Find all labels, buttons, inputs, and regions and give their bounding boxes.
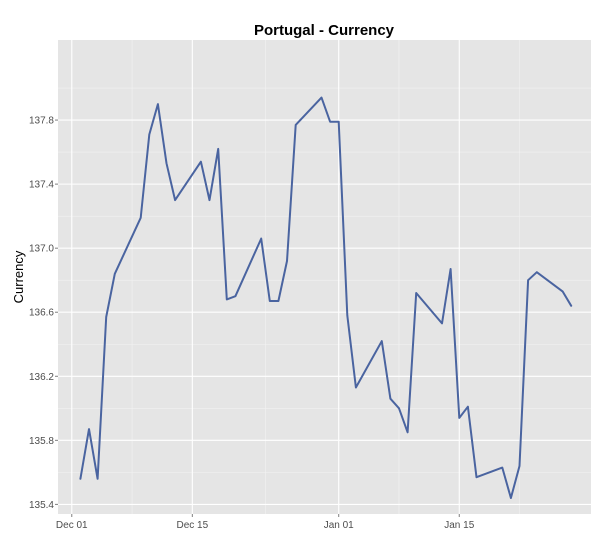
y-tick-label: 135.8 <box>29 436 54 447</box>
plot-panel <box>58 40 591 514</box>
y-tick-label: 136.2 <box>29 372 54 383</box>
y-tick-label: 137.8 <box>29 116 54 127</box>
x-tick-label: Dec 15 <box>176 520 208 531</box>
y-tick-label: 136.6 <box>29 308 54 319</box>
x-tick-label: Jan 01 <box>324 520 354 531</box>
y-tick-label: 135.4 <box>29 500 54 511</box>
y-tick-label: 137.0 <box>29 244 54 255</box>
y-axis-ticks: 135.4 135.8 136.2 136.6 137.0 137.4 137.8 <box>29 116 58 511</box>
x-tick-label: Jan 15 <box>444 520 474 531</box>
x-axis-ticks: Dec 01 Dec 15 Jan 01 Jan 15 <box>56 514 475 531</box>
y-axis-label: Currency <box>11 250 26 303</box>
chart-title: Portugal - Currency <box>254 22 395 39</box>
major-grid <box>58 40 591 514</box>
y-tick-label: 137.4 <box>29 180 54 191</box>
x-tick-label: Dec 01 <box>56 520 88 531</box>
series-layer <box>79 96 573 499</box>
series-line <box>79 96 573 499</box>
